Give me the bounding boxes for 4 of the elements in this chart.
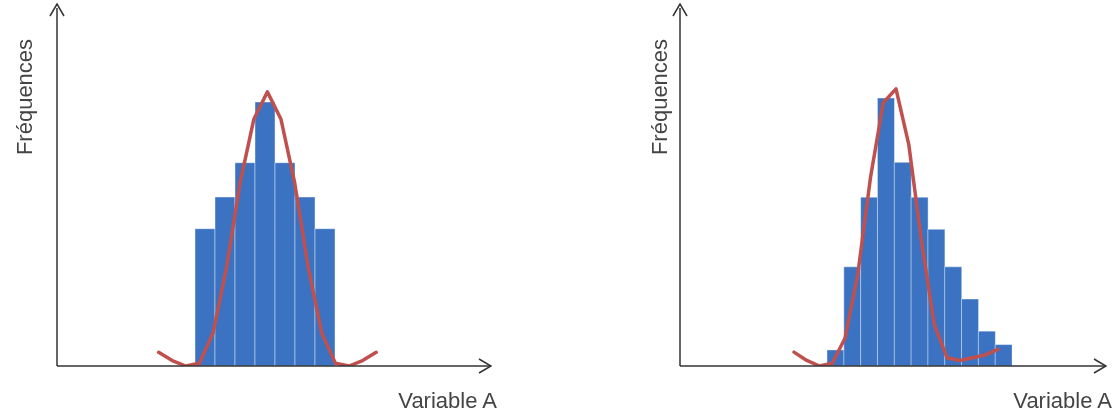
x-axis-title: Variable A [1012,388,1112,414]
y-axis-title: Fréquences [647,37,673,158]
y-axis-title: Fréquences [12,37,38,158]
x-axis-title: Variable A [397,388,497,414]
